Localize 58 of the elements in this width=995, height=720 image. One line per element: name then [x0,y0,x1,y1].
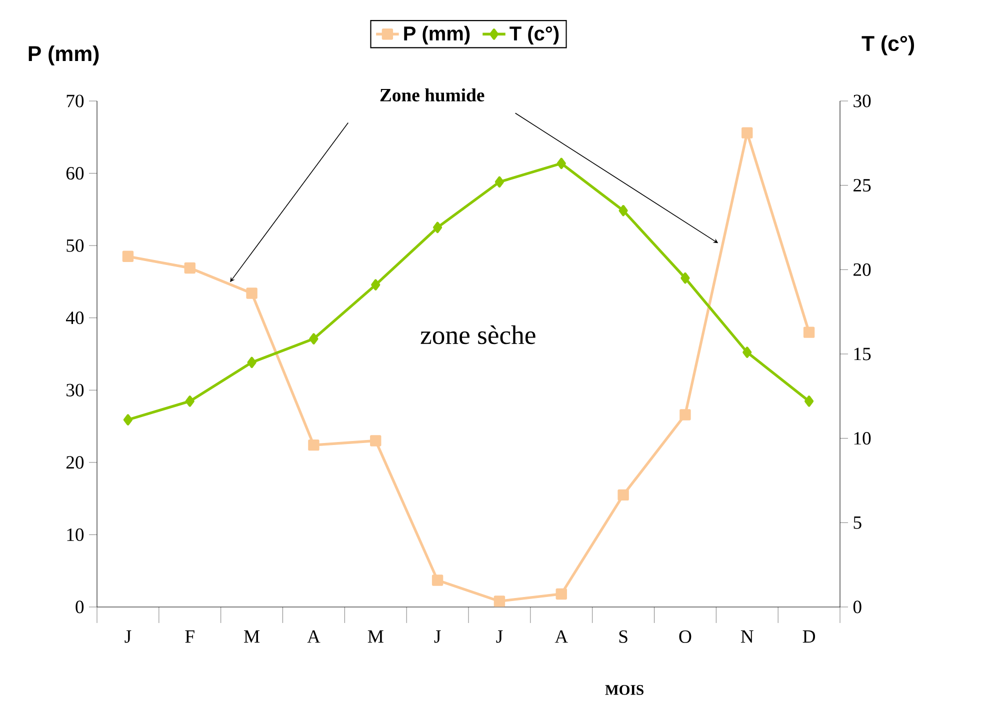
y-tick-label: 0 [76,600,84,614]
point [556,588,567,600]
point [803,326,815,338]
y2-tick-label: 25 [854,179,871,192]
y-tick-label: 70 [66,94,84,108]
annotation: zone sèche [420,325,536,344]
point [309,333,318,344]
y-tick-label: 10 [67,528,84,542]
point [122,250,134,262]
y2-tick-label: 0 [853,600,862,614]
x-tick-label: J [434,630,441,643]
x-tick-label: M [244,630,260,643]
point [742,346,752,358]
y2-tick-label: 5 [854,516,862,529]
x-tick-label: D [802,630,816,643]
point [680,272,690,284]
point [618,489,629,501]
x-tick-label: J [124,630,132,643]
y2-axis-title: T (c°) [862,35,914,56]
x-axis-title: MOIS [605,685,644,695]
x-tick-label: A [307,630,320,643]
point [742,127,753,138]
y2-tick-label: 30 [854,94,871,108]
point [556,158,566,169]
point [371,279,380,290]
y-tick-label: 30 [66,384,84,396]
point [308,439,320,451]
y-axis-title: P (mm) [28,46,99,66]
x-tick-label: O [679,630,692,643]
x-tick-label: J [496,630,503,643]
point [370,435,382,446]
point [494,176,504,188]
y-tick-label: 60 [66,166,84,180]
point [247,356,256,368]
point [494,596,506,607]
y-tick-label: 40 [66,312,84,324]
point [433,222,442,234]
y-tick-label: 50 [66,239,84,252]
x-tick-label: M [368,630,384,643]
x-tick-label: A [554,630,568,643]
annotation: Zone humide [380,88,484,102]
x-tick-label: N [740,630,754,643]
point [680,409,691,420]
x-tick-label: F [185,630,194,643]
point [804,396,814,407]
point [185,396,194,407]
point [618,205,628,216]
y2-tick-label: 10 [854,432,871,445]
y2-tick-label: 15 [854,348,871,360]
legend-label: P (mm) [404,26,470,45]
point [123,414,133,426]
y2-tick-label: 20 [854,263,871,276]
point [432,574,444,586]
y-tick-label: 20 [66,456,84,469]
legend-label: T (c°) [510,26,559,45]
x-tick-label: S [619,630,628,643]
point [184,262,196,274]
point [246,288,258,299]
